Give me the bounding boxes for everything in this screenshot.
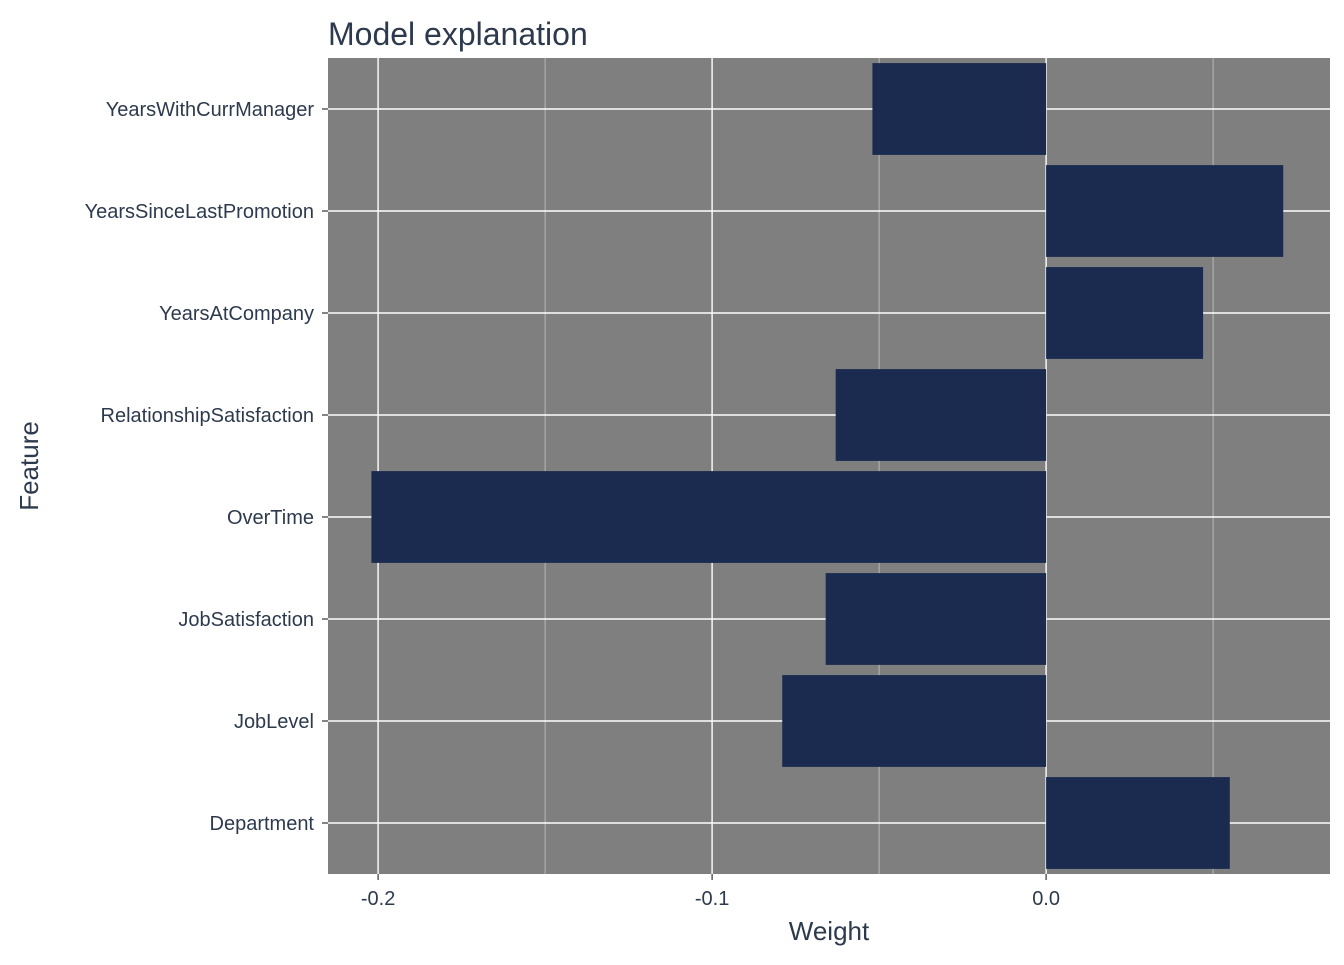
y-tick-label: RelationshipSatisfaction [101,405,314,427]
x-tick-label: 0.0 [1032,888,1060,910]
chart-title: Model explanation [328,16,588,52]
bar [782,675,1047,767]
bar [1046,267,1204,359]
y-axis: YearsWithCurrManager YearsSinceLastPromot… [85,99,328,835]
y-tick-label: JobSatisfaction [178,609,314,631]
bars [371,63,1284,869]
bar [1046,777,1230,869]
y-axis-title: Feature [14,421,44,511]
bar [872,63,1047,155]
bar [1046,165,1284,257]
y-tick-label: OverTime [227,507,314,529]
bar [835,369,1047,461]
y-tick-label: Department [210,813,315,835]
bar [825,573,1047,665]
x-axis-title: Weight [789,916,870,946]
x-axis: -0.2 -0.1 0.0 [361,874,1060,910]
x-tick-label: -0.2 [361,888,395,910]
y-tick-label: YearsWithCurrManager [106,99,315,121]
x-tick-label: -0.1 [695,888,729,910]
bar [371,471,1047,563]
y-tick-label: YearsSinceLastPromotion [85,201,314,223]
y-tick-label: JobLevel [234,711,314,733]
y-tick-label: YearsAtCompany [159,303,314,325]
